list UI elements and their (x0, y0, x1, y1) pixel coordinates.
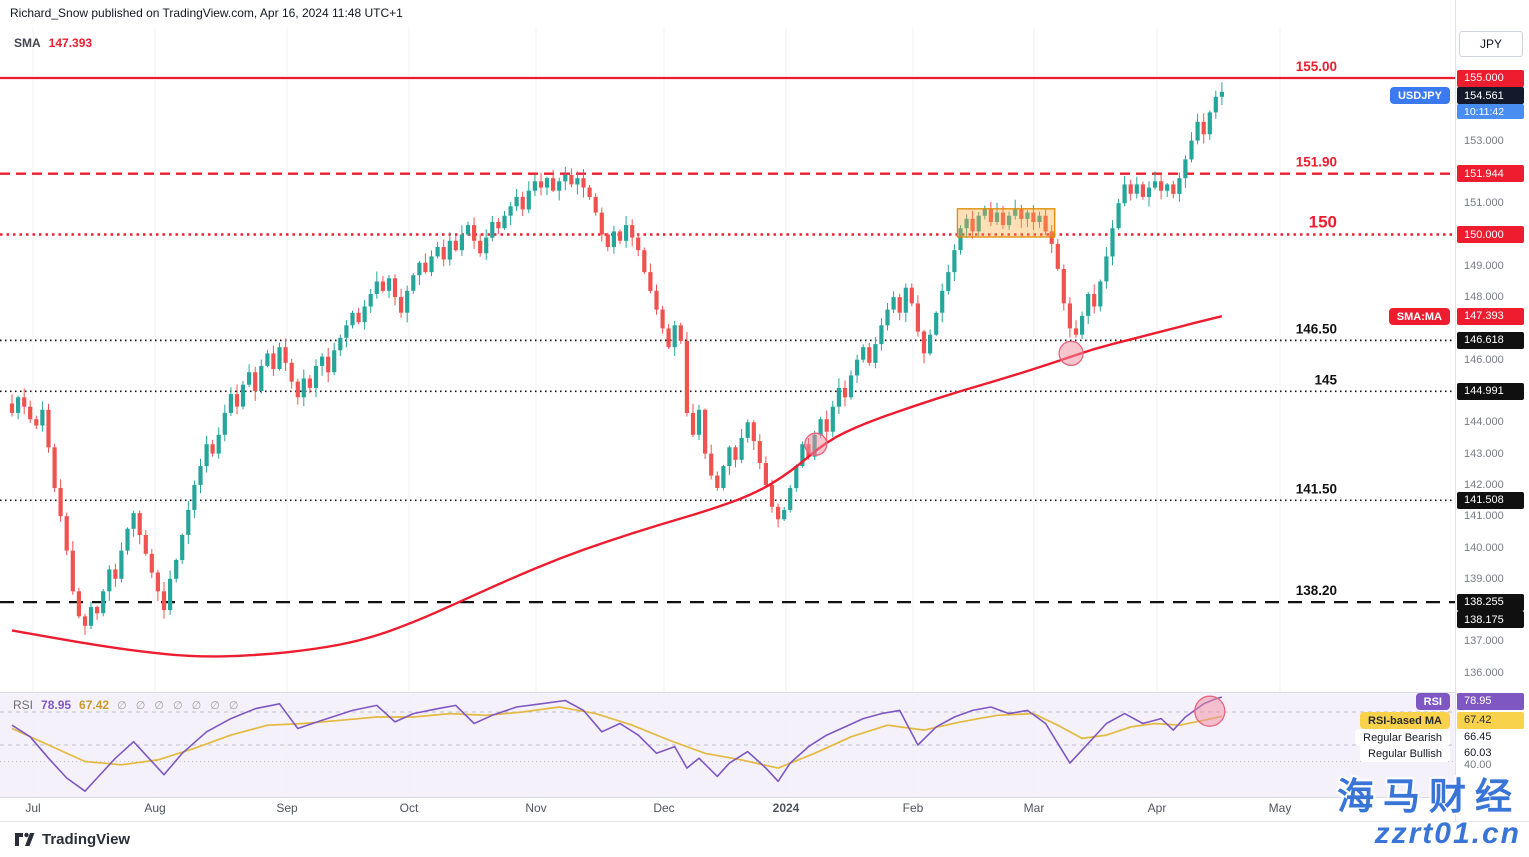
rsi-legend: RSI 78.95 67.42 ∅ ∅ ∅ ∅ ∅ ∅ ∅ (13, 698, 242, 712)
svg-text:146.50: 146.50 (1296, 321, 1337, 336)
price-scale[interactable]: JPY 153.000 151.000 149.000 148.000 146.000 1… (1455, 0, 1529, 821)
tradingview-brand-text[interactable]: TradingView (42, 831, 131, 848)
watermark-line1: 海马财经 (1337, 775, 1521, 817)
rsi-badge[interactable]: RSI (1415, 693, 1450, 710)
symbol-badge[interactable]: USDJPY (1389, 87, 1450, 104)
price-axis-tick: 136.000 (1464, 666, 1504, 679)
sma-legend-value: 147.393 (48, 36, 93, 50)
chart-canvas[interactable]: 155.00 151.90 150 146.50 145 141.50 138.20 Jul A… (0, 0, 1455, 820)
level-price-label: 144.991 (1457, 382, 1524, 400)
level-price-label: 141.508 (1457, 491, 1524, 509)
rsi-based-ma-badge[interactable]: RSI-based MA (1360, 712, 1450, 729)
svg-text:150: 150 (1309, 213, 1337, 232)
svg-text:Mar: Mar (1024, 801, 1045, 815)
sma-ma-badge[interactable]: SMA:MA (1388, 308, 1450, 325)
price-axis-tick: 143.000 (1464, 447, 1504, 460)
watermark-line2: zzrt01.cn (1374, 817, 1521, 851)
svg-text:Sep: Sep (276, 801, 298, 815)
level-price-label: 155.000 (1457, 69, 1524, 87)
svg-text:Nov: Nov (525, 801, 546, 815)
level-price-label: 138.255 (1457, 593, 1524, 611)
price-axis-tick: 151.000 (1464, 197, 1504, 210)
footer-bar: TradingView (0, 821, 1529, 857)
regular-bearish-label: Regular Bearish (1355, 729, 1450, 746)
regular-bullish-label: Regular Bullish (1360, 745, 1450, 762)
price-axis-tick: 144.000 (1464, 416, 1504, 429)
svg-text:Jul: Jul (25, 801, 40, 815)
current-price-label: 154.561 (1457, 87, 1524, 105)
price-axis-tick: 139.000 (1464, 572, 1504, 585)
rsi-level-40-label: 40.00 (1464, 759, 1492, 771)
price-axis-tick: 148.000 (1464, 291, 1504, 304)
sma-legend-label: SMA (14, 36, 41, 50)
price-axis-tick: 153.000 (1464, 134, 1504, 147)
level-price-label: 150.000 (1457, 226, 1524, 243)
svg-text:141.50: 141.50 (1296, 481, 1337, 496)
level-price-label: 138.175 (1457, 611, 1524, 629)
svg-text:2024: 2024 (773, 801, 800, 815)
price-axis-tick: 149.000 (1464, 259, 1504, 272)
svg-text:Feb: Feb (903, 801, 924, 815)
rsi-legend-toggle-icons[interactable]: ∅ ∅ ∅ ∅ ∅ ∅ ∅ (117, 699, 242, 712)
sma-price-label: 147.393 (1457, 307, 1524, 325)
rsi-ma-value-label: 67.42 (1457, 711, 1524, 729)
sma-legend: SMA 147.393 (14, 36, 92, 50)
svg-text:Oct: Oct (400, 801, 419, 815)
svg-text:151.90: 151.90 (1296, 155, 1337, 170)
rsi-legend-value: 78.95 (41, 698, 72, 712)
svg-text:Dec: Dec (653, 801, 674, 815)
svg-text:145: 145 (1314, 372, 1337, 387)
tradingview-logo-icon[interactable] (14, 832, 35, 847)
price-axis-tick: 142.000 (1464, 478, 1504, 491)
level-price-label: 151.944 (1457, 165, 1524, 183)
bearish-value-label: 66.45 (1464, 731, 1492, 743)
bullish-value-label: 60.03 (1464, 747, 1492, 759)
svg-text:138.20: 138.20 (1296, 583, 1337, 598)
svg-text:155.00: 155.00 (1296, 59, 1337, 74)
countdown-label: 10:11:42 (1457, 104, 1524, 120)
price-axis-tick: 140.000 (1464, 541, 1504, 554)
rsi-value-label: 78.95 (1457, 692, 1524, 710)
site-watermark: 海马财经 zzrt01.cn (1337, 776, 1521, 851)
rsi-ma-legend-value: 67.42 (79, 698, 110, 712)
currency-toggle-button[interactable]: JPY (1459, 31, 1523, 57)
main-chart[interactable]: 155.00 151.90 150 146.50 145 141.50 138.20 Jul A… (0, 0, 1455, 820)
svg-text:Aug: Aug (144, 801, 165, 815)
level-price-label: 146.618 (1457, 331, 1524, 349)
svg-text:Apr: Apr (1148, 801, 1167, 815)
price-axis-tick: 146.000 (1464, 353, 1504, 366)
price-axis-tick: 141.000 (1464, 510, 1504, 523)
rsi-legend-label: RSI (13, 698, 34, 712)
price-axis-tick: 137.000 (1464, 635, 1504, 648)
published-attribution: Richard_Snow published on TradingView.co… (10, 6, 403, 20)
svg-text:May: May (1269, 801, 1292, 815)
